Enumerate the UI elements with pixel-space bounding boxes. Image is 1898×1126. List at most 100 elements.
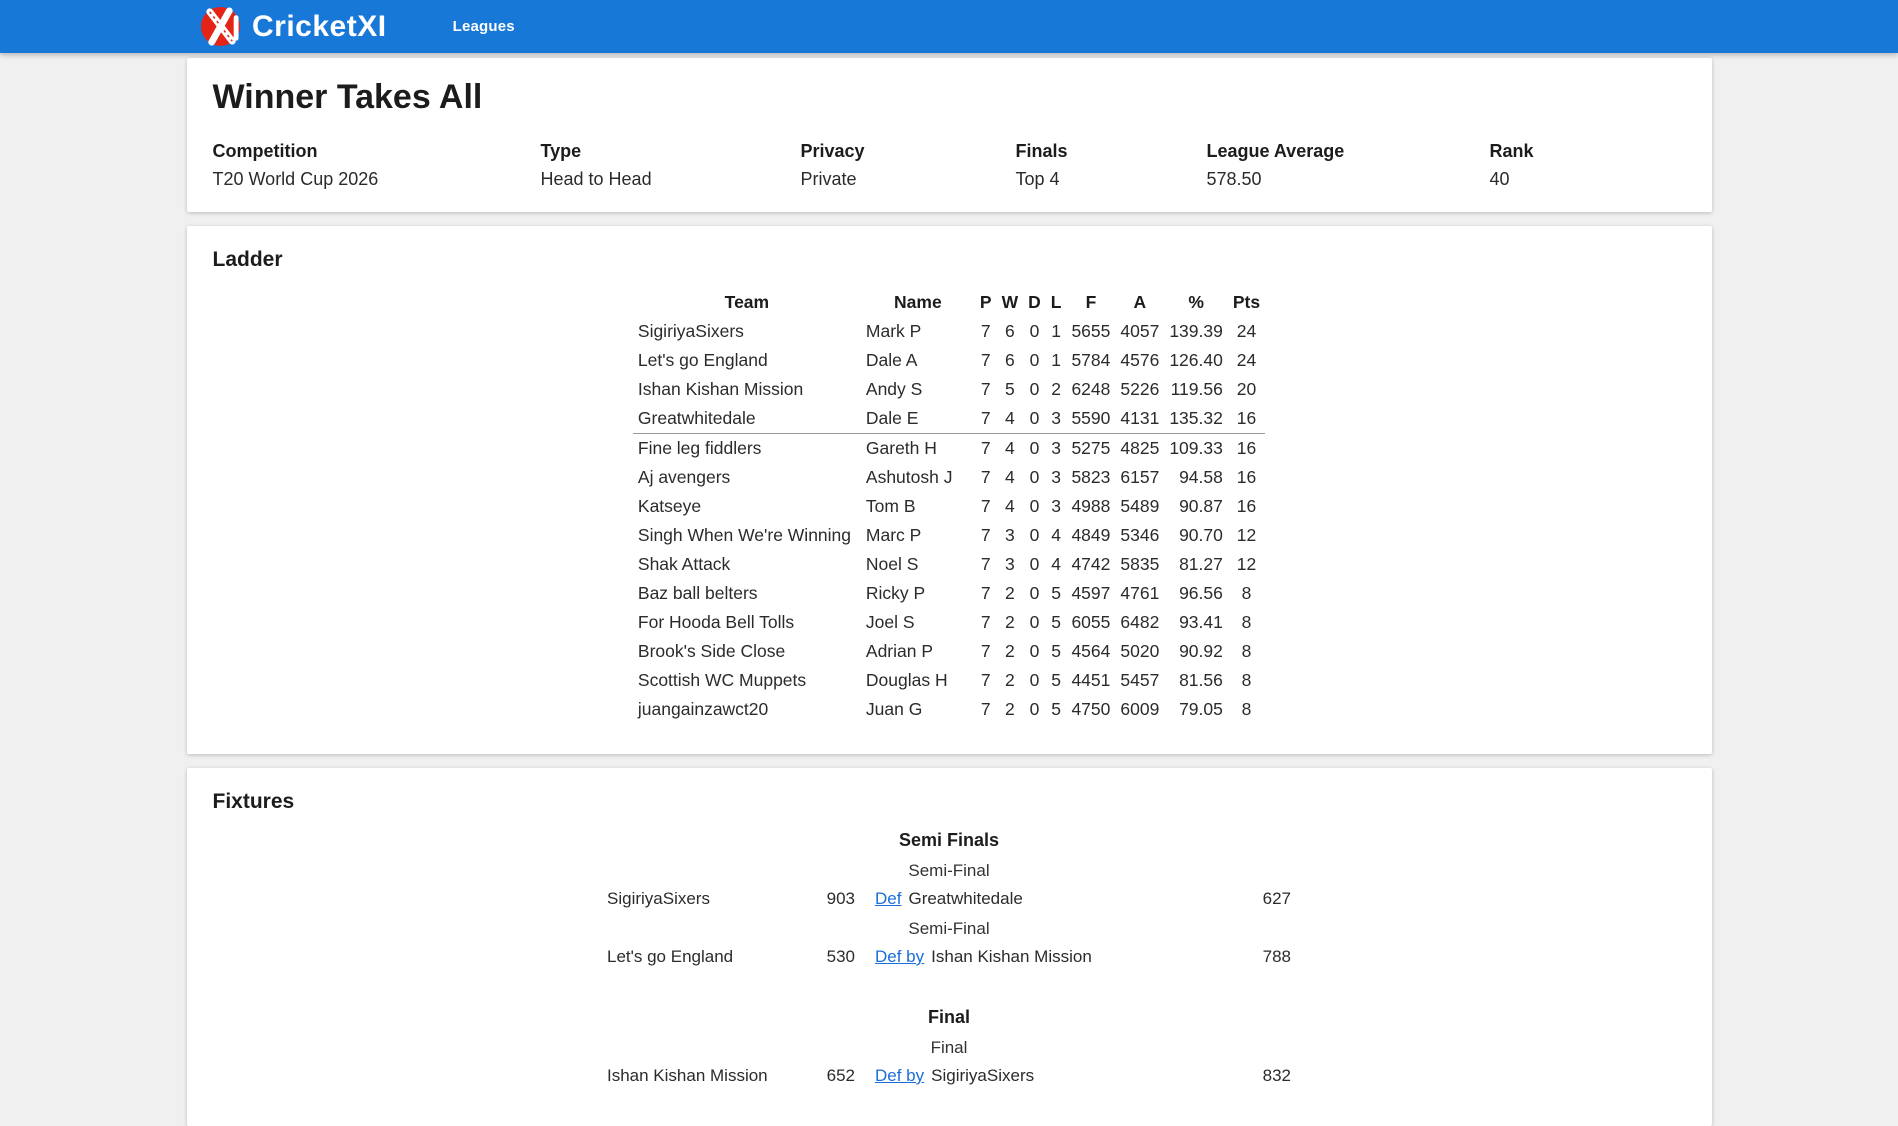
team-name: Let's go England [637,350,768,370]
ladder-row: Scottish WC Muppets Douglas H 7 2 0 5 44… [633,666,1265,695]
team-name: Fine leg fiddlers [637,438,762,458]
home-team-score: 530 [826,947,855,966]
percentage-value: 81.27 [1179,554,1223,574]
against-value: 4825 [1120,438,1160,458]
home-team-score: 652 [826,1066,855,1085]
played-value: 7 [980,554,991,574]
ladder-row: Greatwhitedale Dale E 7 4 0 3 5590 4131 … [632,404,1266,434]
drawn-value: 0 [1029,467,1040,487]
points-value: 8 [1241,583,1252,603]
won-value: 4 [1004,496,1015,516]
league-title: Winner Takes All [212,78,483,116]
lost-value: 2 [1051,379,1061,399]
points-value: 24 [1236,350,1257,370]
col-drawn: D [1028,292,1041,312]
drawn-value: 0 [1029,379,1040,399]
league-summary-card: Winner Takes All Competition T20 World C… [186,58,1712,212]
team-name: Singh When We're Winning [637,525,852,545]
won-value: 3 [1004,525,1015,545]
points-value: 8 [1241,612,1252,632]
for-value: 5823 [1071,467,1111,487]
points-value: 20 [1236,379,1257,399]
ladder-row: juangainzawct20 Juan G 7 2 0 5 4750 6009… [633,695,1265,724]
fixture-match: Semi-Final SigiriyaSixers 903 Def Greatwh… [607,861,1291,909]
page-content: Winner Takes All Competition T20 World C… [186,53,1712,1126]
match-result-link[interactable]: Def by [875,1066,925,1085]
drawn-value: 0 [1029,554,1040,574]
col-against: A [1133,292,1147,312]
percentage-value: 90.70 [1179,525,1223,545]
team-name: Shak Attack [637,554,731,574]
fixture-group: Semi Finals Semi-Final SigiriyaSixers 90… [607,830,1291,967]
played-value: 7 [980,670,991,690]
manager-name: Ashutosh J [865,467,953,487]
ladder-row: Let's go England Dale A 7 6 0 1 5784 457… [633,346,1265,375]
away-team-name: Ishan Kishan Mission [931,947,1092,966]
manager-name: Dale E [860,404,975,434]
brand-home-link[interactable]: CricketXI [200,6,387,47]
for-value: 6055 [1071,612,1111,632]
team-name: Greatwhitedale [632,404,861,434]
for-value: 5275 [1071,438,1111,458]
fixtures-card: Fixtures Semi Finals Semi-Final Sigiriya… [186,768,1712,1126]
ladder-table-body: SigiriyaSixers Mark P 7 6 0 1 5655 4057 … [632,317,1266,724]
lost-value: 3 [1051,467,1061,487]
points-value: 8 [1241,670,1252,690]
manager-name: Gareth H [865,438,937,458]
points-value: 16 [1227,404,1266,434]
points-value: 24 [1236,321,1257,341]
col-points: Pts [1232,292,1261,312]
fixtures-groups: Semi Finals Semi-Final SigiriyaSixers 90… [607,830,1291,1086]
for-value: 5655 [1071,321,1111,341]
matches: Semi-Final SigiriyaSixers 903 Def Greatwh… [607,861,1291,967]
ladder-card: Ladder Team Name P W D L F A % Pts Sigir… [186,226,1712,754]
played-value: 7 [980,525,991,545]
manager-name: Dale A [865,350,918,370]
manager-name: Adrian P [865,641,934,661]
match-result-link[interactable]: Def by [875,947,925,966]
lost-value: 5 [1051,612,1061,632]
percentage-value: 90.87 [1179,496,1223,516]
team-name: For Hooda Bell Tolls [637,612,795,632]
drawn-value: 0 [1029,496,1040,516]
percentage-value: 96.56 [1179,583,1223,603]
lost-value: 3 [1051,496,1061,516]
team-name: SigiriyaSixers [637,321,744,341]
fixtures-heading: Fixtures [212,790,295,813]
app-header: CricketXI Leagues [0,0,1898,53]
team-name: Katseye [637,496,702,516]
won-value: 6 [1004,350,1015,370]
against-value: 4131 [1115,404,1165,434]
ladder-row: Fine leg fiddlers Gareth H 7 4 0 3 5275 … [633,434,1265,464]
drawn-value: 0 [1029,612,1040,632]
col-percentage: % [1188,292,1204,312]
drawn-value: 0 [1029,670,1040,690]
round-label: Semi-Final [908,861,990,880]
won-value: 2 [1004,699,1015,719]
for-value: 5784 [1071,350,1111,370]
points-value: 12 [1236,554,1257,574]
col-played: P [979,292,992,312]
against-value: 6157 [1120,467,1160,487]
manager-name: Douglas H [865,670,948,690]
played-value: 7 [980,350,991,370]
played-value: 7 [980,699,991,719]
lost-value: 4 [1051,554,1061,574]
points-value: 16 [1236,438,1257,458]
ladder-row: For Hooda Bell Tolls Joel S 7 2 0 5 6055… [633,608,1265,637]
against-value: 5489 [1120,496,1160,516]
match-result-link[interactable]: Def [875,889,902,908]
won-value: 2 [1004,670,1015,690]
ladder-row: Brook's Side Close Adrian P 7 2 0 5 4564… [633,637,1265,666]
fixture-match: Semi-Final Let's go England 530 Def by Is… [607,919,1291,967]
team-name: Ishan Kishan Mission [637,379,804,399]
drawn-value: 0 [1029,321,1040,341]
fixture-match: Final Ishan Kishan Mission 652 Def by Sig… [607,1038,1291,1086]
lost-value: 1 [1051,350,1061,370]
won-value: 6 [1004,321,1015,341]
nav-leagues-link[interactable]: Leagues [452,17,515,35]
home-team-name: Ishan Kishan Mission [607,1066,768,1085]
points-value: 8 [1241,699,1252,719]
points-value: 16 [1236,496,1257,516]
drawn-value: 0 [1029,583,1040,603]
